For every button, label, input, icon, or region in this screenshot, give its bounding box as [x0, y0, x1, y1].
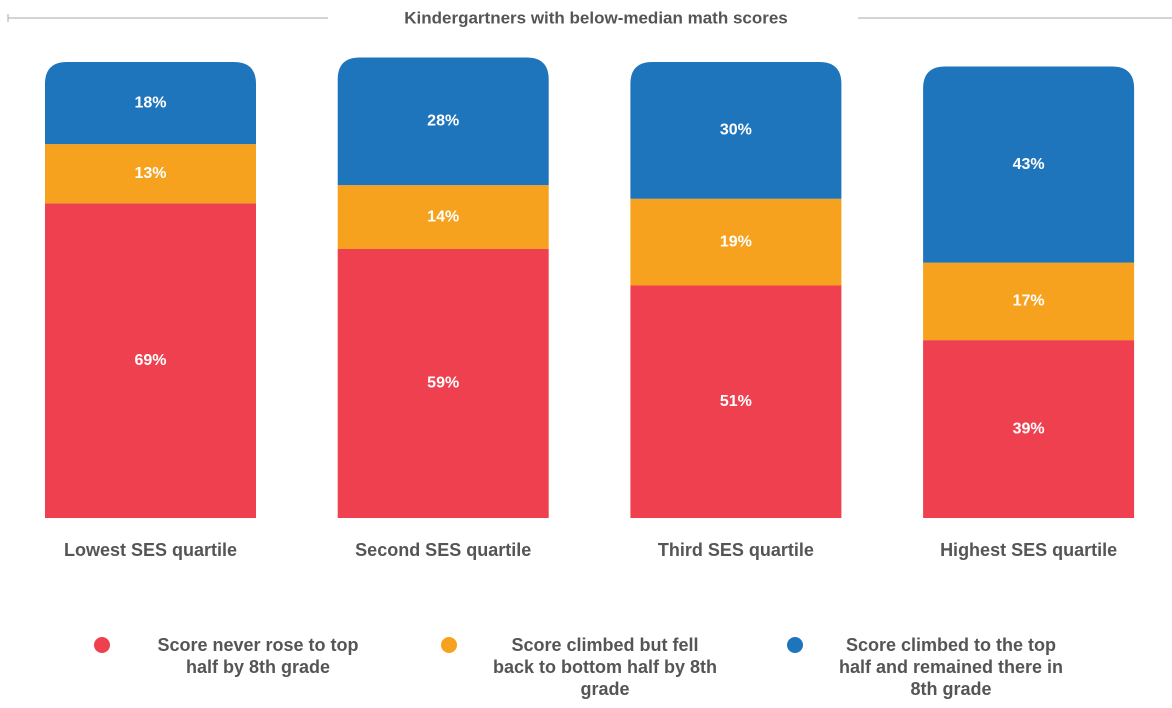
bar-segment — [630, 198, 842, 286]
bar-segment — [45, 203, 256, 519]
value-label: 13% — [134, 165, 166, 182]
legend-marker — [441, 637, 457, 653]
bar-segment — [337, 57, 549, 186]
value-label: 39% — [1013, 420, 1045, 437]
legend-marker — [94, 637, 110, 653]
bar-segment — [45, 62, 256, 145]
bar-segment — [337, 185, 549, 249]
value-label: 19% — [720, 233, 752, 250]
legend-marker — [787, 637, 803, 653]
value-label: 28% — [427, 112, 459, 129]
legend-label: Score climbed to the top half and remain… — [838, 635, 1064, 699]
value-label: 17% — [1013, 293, 1045, 310]
value-label: 69% — [134, 352, 166, 369]
chart-title: Kindergartners with below-median math sc… — [404, 8, 788, 27]
bar-segment — [630, 62, 842, 199]
value-label: 51% — [720, 393, 752, 410]
x-tick-label: Highest SES quartile — [940, 540, 1117, 560]
x-tick-label: Lowest SES quartile — [64, 540, 237, 560]
value-label: 43% — [1013, 156, 1045, 173]
value-label: 30% — [720, 122, 752, 139]
legend-label: Score never rose to top half by 8th grad… — [157, 635, 359, 677]
legend-label: Score climbed but fell back to bottom ha… — [492, 635, 717, 699]
bar-segment — [923, 340, 1135, 518]
bar-segment — [337, 248, 549, 518]
value-label: 14% — [427, 208, 459, 225]
value-label: 18% — [134, 94, 166, 111]
bar-segment — [630, 285, 842, 518]
x-tick-label: Second SES quartile — [355, 540, 531, 560]
bar-segment — [923, 66, 1135, 263]
bar-segment — [923, 262, 1135, 341]
bar-segment — [45, 144, 256, 204]
x-tick-label: Third SES quartile — [658, 540, 814, 560]
value-label: 59% — [427, 375, 459, 392]
